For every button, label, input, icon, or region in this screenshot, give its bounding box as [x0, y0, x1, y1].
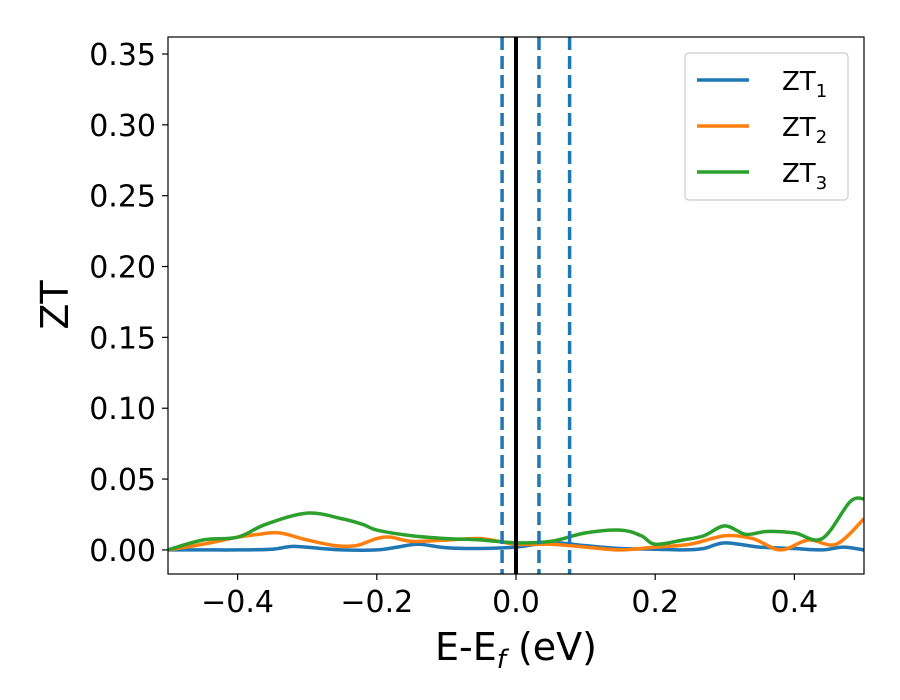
x-tick-label: 0.0 [492, 585, 540, 620]
legend-label-zt1: ZT1 [782, 67, 827, 102]
y-tick-label: 0.20 [89, 251, 156, 286]
y-tick-label: 0.25 [89, 180, 156, 215]
legend: ZT1 ZT2 ZT3 [684, 52, 849, 201]
legend-box [684, 52, 849, 201]
x-tick-label: −0.2 [340, 585, 413, 620]
plot-area [168, 37, 864, 574]
y-tick-label: 0.10 [89, 392, 156, 427]
y-tick-label: 0.05 [89, 463, 156, 498]
plot-inner [168, 37, 864, 574]
axes: −0.4 −0.2 0.0 0.2 0.4 0.00 0.05 0.10 0.15 0.20 0.2… [89, 36, 865, 620]
x-axis-title: E-Ef (eV) [435, 625, 597, 675]
x-tick-label: 0.2 [631, 585, 679, 620]
legend-label-zt3: ZT3 [782, 159, 827, 194]
y-axis-title: ZT [33, 280, 77, 330]
y-tick-label: 0.15 [89, 321, 156, 356]
x-tick-label: −0.4 [201, 585, 274, 620]
y-tick-label: 0.00 [89, 534, 156, 569]
y-tick-label: 0.35 [89, 38, 156, 73]
legend-label-zt2: ZT2 [782, 113, 827, 148]
x-tick-label: 0.4 [771, 585, 819, 620]
y-tick-label: 0.30 [89, 109, 156, 144]
